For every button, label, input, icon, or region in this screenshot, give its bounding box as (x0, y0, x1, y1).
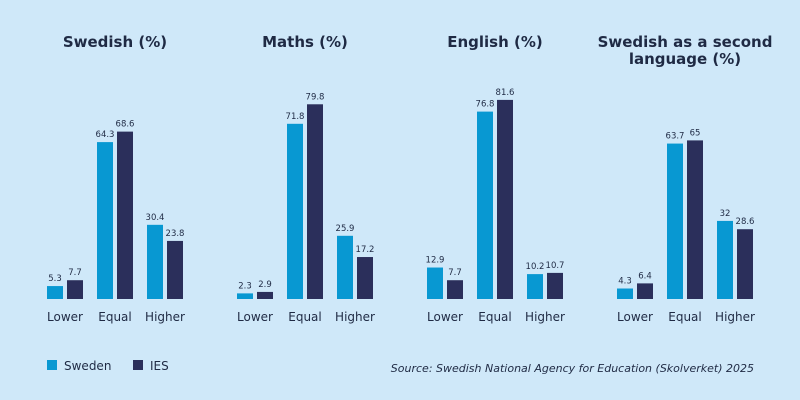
bar-ies-equal (687, 140, 703, 299)
data-label: 71.8 (286, 112, 305, 122)
bar-ies-lower (67, 280, 83, 299)
legend-swatch-ies (133, 360, 143, 370)
data-label: 32 (720, 209, 731, 219)
data-label: 28.6 (736, 217, 755, 227)
bar-sweden-equal (477, 111, 493, 299)
category-label: Higher (715, 310, 755, 324)
category-label: Higher (335, 310, 375, 324)
bar-sweden-lower (47, 286, 63, 299)
bar-sweden-higher (337, 235, 353, 299)
chart-title: English (%) (447, 33, 543, 51)
chart-title: Maths (%) (262, 33, 348, 51)
data-label: 68.6 (116, 120, 135, 130)
data-label: 65 (690, 128, 701, 138)
bar-sweden-lower (237, 293, 253, 299)
data-label: 79.8 (306, 92, 325, 102)
category-label: Equal (478, 310, 512, 324)
bar-sweden-higher (527, 274, 543, 299)
category-label: Lower (237, 310, 273, 324)
data-label: 76.8 (476, 100, 495, 110)
bar-ies-lower (447, 280, 463, 299)
category-label: Equal (288, 310, 322, 324)
legend: Sweden IES (47, 359, 169, 373)
category-label: Lower (47, 310, 83, 324)
bar-sweden-equal (287, 123, 303, 299)
chart-title: language (%) (629, 50, 741, 68)
bar-ies-higher (547, 272, 563, 299)
legend-label-sweden: Sweden (64, 359, 111, 373)
legend-label-ies: IES (150, 359, 169, 373)
data-label: 63.7 (666, 132, 685, 142)
bar-sweden-equal (97, 142, 113, 299)
bar-ies-lower (257, 291, 273, 299)
bar-sweden-lower (617, 288, 633, 299)
bar-ies-higher (167, 240, 183, 299)
bar-ies-higher (737, 229, 753, 299)
bar-ies-equal (117, 131, 133, 299)
bar-ies-higher (357, 257, 373, 299)
category-label: Equal (668, 310, 702, 324)
chart-title: Swedish (%) (63, 33, 167, 51)
data-label: 64.3 (96, 130, 115, 140)
category-label: Equal (98, 310, 132, 324)
legend-swatch-sweden (47, 360, 57, 370)
data-label: 2.9 (258, 280, 272, 290)
data-label: 25.9 (336, 224, 355, 234)
data-label: 7.7 (68, 268, 82, 278)
data-label: 10.2 (526, 262, 545, 272)
chart-title: Swedish as a second (598, 33, 773, 51)
bar-sweden-lower (427, 267, 443, 299)
data-label: 17.2 (356, 245, 375, 255)
data-label: 6.4 (638, 271, 652, 281)
data-label: 7.7 (448, 268, 462, 278)
bar-ies-lower (637, 283, 653, 299)
data-label: 12.9 (426, 256, 445, 266)
bar-sweden-equal (667, 143, 683, 299)
category-label: Higher (145, 310, 185, 324)
category-label: Higher (525, 310, 565, 324)
category-label: Lower (427, 310, 463, 324)
bar-sweden-higher (717, 220, 733, 299)
data-label: 2.3 (238, 281, 252, 291)
category-label: Lower (617, 310, 653, 324)
bar-sweden-higher (147, 224, 163, 299)
data-label: 81.6 (496, 88, 515, 98)
bar-ies-equal (497, 99, 513, 300)
data-label: 10.7 (546, 261, 565, 271)
bar-ies-equal (307, 104, 323, 300)
data-label: 30.4 (146, 213, 165, 223)
data-label: 23.8 (166, 229, 185, 239)
data-label: 5.3 (48, 274, 62, 284)
source-note: Source: Swedish National Agency for Educ… (391, 362, 754, 375)
data-label: 4.3 (618, 277, 632, 287)
